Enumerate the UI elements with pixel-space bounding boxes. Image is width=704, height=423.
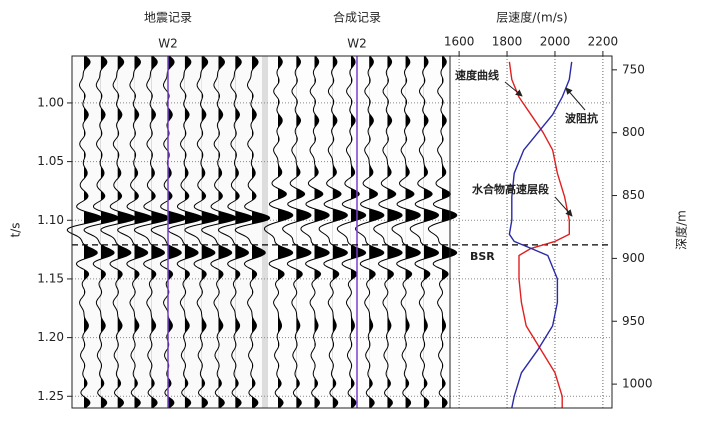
y2-tick-label: 1000 [622, 377, 653, 391]
trace [263, 55, 294, 409]
velocity-axis-title: 层速度/(m/s) [496, 10, 567, 25]
arrow [565, 87, 586, 111]
y-tick-label: 1.10 [37, 213, 64, 227]
well-label: W2 [347, 37, 367, 51]
trace [354, 55, 385, 409]
trace [100, 55, 136, 409]
trace [391, 55, 421, 409]
trace [117, 55, 153, 409]
trace [300, 55, 330, 409]
y2-tick-label: 900 [622, 251, 645, 265]
annotation: 速度曲线 [455, 68, 499, 82]
trace [83, 55, 120, 409]
trace [167, 55, 204, 409]
y2-tick-label: 800 [622, 125, 645, 139]
y-tick-label: 1.00 [37, 95, 64, 109]
panel-bg [72, 56, 262, 408]
y-tick-label: 1.05 [37, 154, 64, 168]
y-tick-label: 1.15 [37, 271, 64, 285]
trace [282, 55, 312, 409]
trace [133, 55, 170, 409]
trace [427, 55, 458, 409]
frame [71, 55, 613, 409]
panel-divider [262, 56, 268, 408]
trace [150, 55, 187, 409]
trace [318, 55, 348, 409]
x-tick-label: 2200 [588, 35, 619, 49]
x-tick-label: 1800 [492, 35, 523, 49]
trace [217, 55, 254, 409]
annotation: 波阻抗 [565, 111, 598, 125]
x-tick-label: 2000 [540, 35, 571, 49]
arrow [554, 196, 573, 217]
well-label: W2 [158, 37, 178, 51]
y2-axis-title: 深度/m [674, 210, 689, 250]
arrow [504, 81, 523, 97]
curve [508, 61, 573, 409]
trace [373, 55, 403, 409]
trace [184, 55, 220, 409]
trace [201, 55, 237, 409]
y2-tick-label: 850 [622, 188, 645, 202]
curve [508, 61, 570, 408]
y-tick-label: 1.20 [37, 330, 64, 344]
trace [409, 55, 440, 409]
y-tick-label: 1.25 [37, 389, 64, 403]
trace [66, 55, 103, 409]
y-axis-title: t/s [9, 223, 23, 238]
annotation: 水合物高速层段 [472, 182, 549, 196]
y2-tick-label: 950 [622, 314, 645, 328]
panel-bg [268, 56, 450, 408]
y2-tick-label: 750 [622, 62, 645, 76]
panel-title: 地震记录 [144, 11, 192, 25]
annotation: BSR [470, 250, 495, 263]
panel-title: 合成记录 [333, 10, 381, 25]
trace [234, 55, 271, 409]
trace [336, 55, 367, 409]
x-tick-label: 1600 [444, 35, 475, 49]
